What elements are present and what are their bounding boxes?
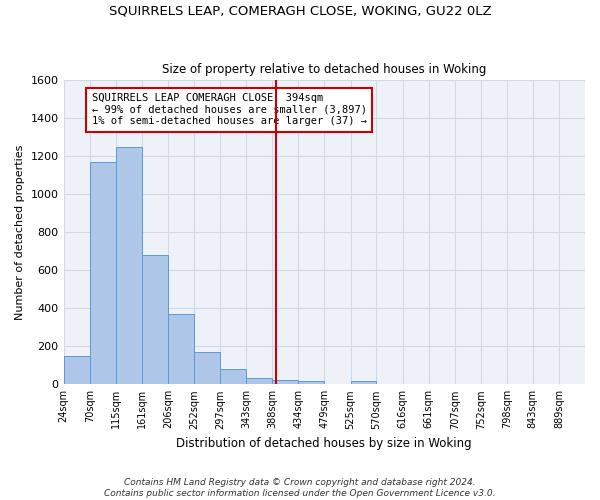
Text: Contains HM Land Registry data © Crown copyright and database right 2024.
Contai: Contains HM Land Registry data © Crown c… [104, 478, 496, 498]
X-axis label: Distribution of detached houses by size in Woking: Distribution of detached houses by size … [176, 437, 472, 450]
Bar [116, 146, 142, 384]
Bar [194, 352, 220, 384]
Bar [64, 356, 90, 384]
Title: Size of property relative to detached houses in Woking: Size of property relative to detached ho… [162, 63, 487, 76]
Text: SQUIRRELS LEAP COMERAGH CLOSE: 394sqm
← 99% of detached houses are smaller (3,89: SQUIRRELS LEAP COMERAGH CLOSE: 394sqm ← … [92, 94, 367, 126]
Text: SQUIRRELS LEAP, COMERAGH CLOSE, WOKING, GU22 0LZ: SQUIRRELS LEAP, COMERAGH CLOSE, WOKING, … [109, 5, 491, 18]
Bar [168, 314, 194, 384]
Bar [142, 255, 168, 384]
Bar [350, 382, 376, 384]
Y-axis label: Number of detached properties: Number of detached properties [15, 144, 25, 320]
Bar [272, 380, 298, 384]
Bar [247, 378, 272, 384]
Bar [220, 369, 247, 384]
Bar [298, 380, 324, 384]
Bar [90, 162, 116, 384]
